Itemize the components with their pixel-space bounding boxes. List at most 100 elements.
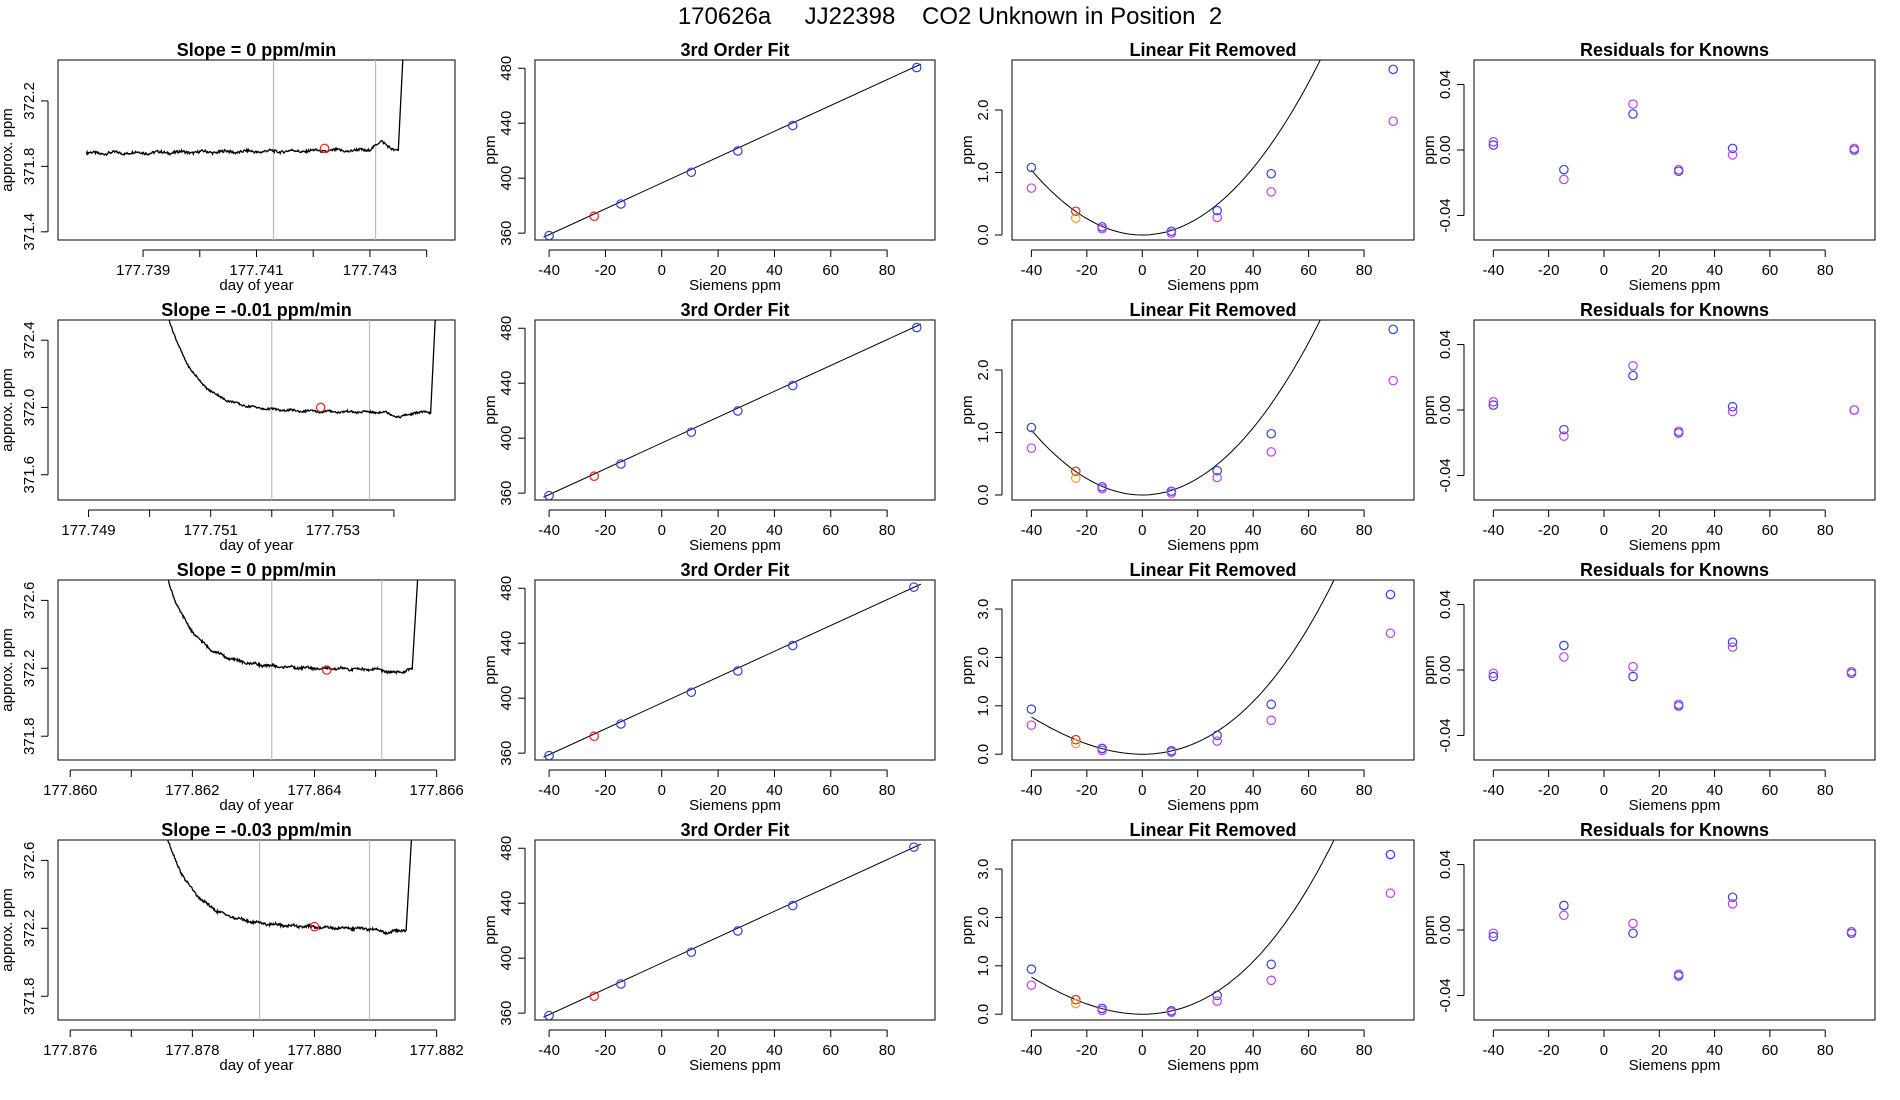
x-tick-label: 60 xyxy=(1300,782,1317,799)
y-axis-label: ppm xyxy=(959,395,976,424)
x-tick-label: 0 xyxy=(658,1042,666,1059)
panel-title: Linear Fit Removed xyxy=(1129,40,1296,60)
data-point xyxy=(1070,466,1081,477)
x-tick-label: -40 xyxy=(1021,262,1043,279)
data-point xyxy=(1026,162,1037,173)
y-tick-label: 360 xyxy=(498,221,515,246)
data-point xyxy=(589,471,599,482)
y-tick-label: 360 xyxy=(498,741,515,766)
plot-marks xyxy=(1488,99,1860,185)
data-point xyxy=(1846,926,1857,937)
data-point xyxy=(616,979,626,989)
x-tick-label: -40 xyxy=(1483,262,1505,279)
y-tick-label: 360 xyxy=(498,481,515,506)
x-axis-label: Siemens ppm xyxy=(1167,797,1259,814)
x-tick-label: 60 xyxy=(822,782,839,799)
x-tick-label: -20 xyxy=(1076,1042,1098,1059)
data-point xyxy=(1070,473,1081,483)
plot-marks xyxy=(1026,840,1396,1018)
y-axis-label: approx. ppm xyxy=(0,368,16,451)
data-point xyxy=(1849,143,1860,154)
data-point xyxy=(1628,370,1638,381)
x-tick-label: 0 xyxy=(1600,262,1608,279)
data-point xyxy=(686,947,697,958)
y-tick-label: 372.4 xyxy=(21,321,38,359)
data-point xyxy=(1628,918,1638,929)
plot-frame xyxy=(57,59,456,241)
data-point xyxy=(544,490,554,500)
y-tick-label: 3.0 xyxy=(975,859,992,880)
data-point xyxy=(1488,668,1499,679)
data-point xyxy=(1488,931,1499,942)
y-tick-label: -0.04 xyxy=(1437,198,1454,232)
panel-r3-c0: Slope = -0.03 ppm/min 177.876 177.878 177.8… xyxy=(0,820,464,1074)
y-tick-label: 480 xyxy=(498,316,515,341)
panel-title: 3rd Order Fit xyxy=(680,820,789,840)
data-point xyxy=(1026,183,1037,193)
unknown-average-point xyxy=(319,143,330,154)
y-tick-label: 2.0 xyxy=(975,907,992,928)
plot-marks xyxy=(1026,580,1396,758)
data-point xyxy=(1266,447,1277,457)
plot-marks xyxy=(1488,637,1857,711)
panel-r0-c1: 3rd Order Fit -40 -20 0 20 40 60 80 Siemens ppm 3… xyxy=(482,40,936,294)
data-point xyxy=(686,687,697,698)
data-point xyxy=(1559,431,1569,441)
x-tick-label: 177.866 xyxy=(410,782,464,799)
x-tick-label: 177.753 xyxy=(306,522,360,539)
x-tick-label: -20 xyxy=(1538,782,1560,799)
data-point xyxy=(1266,428,1277,439)
panel-title: 3rd Order Fit xyxy=(680,40,789,60)
x-tick-label: 80 xyxy=(1817,1042,1834,1059)
data-point xyxy=(1727,406,1738,417)
concentration-trace xyxy=(167,840,413,936)
x-tick-label: 20 xyxy=(1189,262,1206,279)
x-tick-label: 20 xyxy=(710,522,727,539)
plot-marks xyxy=(85,60,404,240)
fit-line xyxy=(543,583,922,758)
x-tick-label: 177.878 xyxy=(165,1042,219,1059)
data-point xyxy=(589,731,599,742)
x-tick-label: 40 xyxy=(766,1042,783,1059)
plot-marks xyxy=(167,840,413,1020)
plot-marks xyxy=(543,582,922,760)
data-point xyxy=(1212,212,1222,223)
x-tick-label: 0 xyxy=(1138,262,1146,279)
y-axis-label: ppm xyxy=(482,135,499,164)
data-point xyxy=(1488,400,1499,410)
x-tick-label: 80 xyxy=(879,1042,896,1059)
x-axis-label: Siemens ppm xyxy=(1629,277,1721,294)
data-point xyxy=(1388,116,1399,127)
y-tick-label: 0.0 xyxy=(975,1004,992,1025)
panel-r2-c1: 3rd Order Fit -40 -20 0 20 40 60 80 Siemens ppm 3… xyxy=(482,560,936,814)
data-point xyxy=(1385,628,1396,639)
x-tick-label: 40 xyxy=(766,782,783,799)
x-tick-label: 0 xyxy=(658,262,666,279)
data-point xyxy=(1488,397,1499,407)
data-point xyxy=(733,926,743,936)
x-tick-label: 0 xyxy=(658,522,666,539)
x-tick-label: -20 xyxy=(1538,262,1560,279)
x-tick-label: 80 xyxy=(1356,1042,1373,1059)
x-tick-label: -20 xyxy=(1076,522,1098,539)
panel-title: Residuals for Knowns xyxy=(1580,300,1769,320)
data-point xyxy=(616,719,626,729)
panel-title: Linear Fit Removed xyxy=(1129,300,1296,320)
plot-frame xyxy=(1011,319,1415,501)
x-tick-label: 40 xyxy=(766,522,783,539)
y-tick-label: 480 xyxy=(498,576,515,601)
x-tick-label: 40 xyxy=(1706,522,1723,539)
y-tick-label: 440 xyxy=(498,891,515,916)
data-point xyxy=(1026,704,1037,714)
x-tick-label: 60 xyxy=(1300,262,1317,279)
x-tick-label: 60 xyxy=(822,262,839,279)
panel-r1-c2: Linear Fit Removed -40 -20 0 20 40 60 80 Siemens… xyxy=(959,300,1415,554)
x-tick-label: 0 xyxy=(1138,522,1146,539)
y-axis-label: approx. ppm xyxy=(0,888,16,971)
y-tick-label: 372.6 xyxy=(21,582,38,620)
data-point xyxy=(1097,745,1107,756)
x-tick-label: -40 xyxy=(1021,782,1043,799)
data-point xyxy=(1628,109,1638,119)
y-tick-label: 360 xyxy=(498,1001,515,1026)
